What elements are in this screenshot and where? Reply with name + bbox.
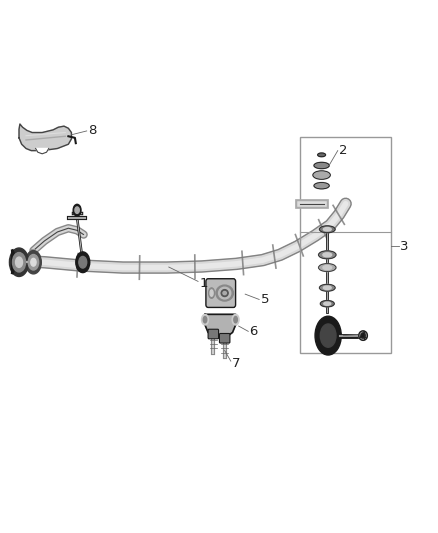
Ellipse shape (324, 302, 331, 305)
Ellipse shape (201, 314, 208, 325)
Ellipse shape (314, 182, 329, 189)
Ellipse shape (219, 287, 231, 299)
Text: 7: 7 (232, 357, 240, 370)
Ellipse shape (221, 289, 228, 296)
Ellipse shape (359, 331, 367, 341)
Text: 8: 8 (88, 124, 96, 138)
Ellipse shape (318, 264, 336, 271)
Ellipse shape (361, 333, 365, 338)
Ellipse shape (323, 265, 332, 270)
Ellipse shape (28, 254, 39, 270)
Text: 1: 1 (199, 277, 208, 290)
Ellipse shape (320, 324, 336, 348)
Ellipse shape (12, 253, 25, 272)
Text: 2: 2 (339, 144, 348, 157)
Polygon shape (205, 314, 236, 338)
Ellipse shape (208, 288, 215, 298)
Ellipse shape (210, 290, 213, 296)
Ellipse shape (323, 286, 331, 289)
Ellipse shape (232, 314, 239, 325)
Ellipse shape (313, 171, 330, 179)
Ellipse shape (319, 226, 335, 233)
FancyBboxPatch shape (219, 334, 230, 343)
Ellipse shape (216, 285, 233, 301)
Text: 4: 4 (359, 330, 367, 343)
Ellipse shape (223, 292, 226, 295)
Ellipse shape (323, 253, 332, 257)
Ellipse shape (25, 251, 41, 274)
Ellipse shape (323, 228, 331, 231)
FancyBboxPatch shape (206, 279, 236, 308)
Ellipse shape (320, 301, 334, 307)
Ellipse shape (314, 163, 329, 168)
Bar (300, 138, 392, 353)
Polygon shape (35, 149, 49, 154)
Text: 6: 6 (250, 325, 258, 338)
Ellipse shape (76, 252, 90, 272)
Ellipse shape (31, 259, 36, 266)
Ellipse shape (318, 251, 336, 259)
Ellipse shape (73, 204, 81, 216)
Ellipse shape (79, 256, 87, 268)
FancyBboxPatch shape (208, 329, 219, 339)
Ellipse shape (15, 257, 22, 268)
Text: 3: 3 (400, 240, 409, 253)
Ellipse shape (319, 284, 335, 291)
Ellipse shape (75, 207, 79, 213)
Text: 5: 5 (261, 293, 269, 306)
Ellipse shape (234, 317, 237, 323)
Ellipse shape (203, 317, 207, 323)
Polygon shape (19, 124, 71, 151)
Ellipse shape (10, 248, 28, 277)
Ellipse shape (318, 153, 325, 157)
Ellipse shape (315, 316, 341, 355)
